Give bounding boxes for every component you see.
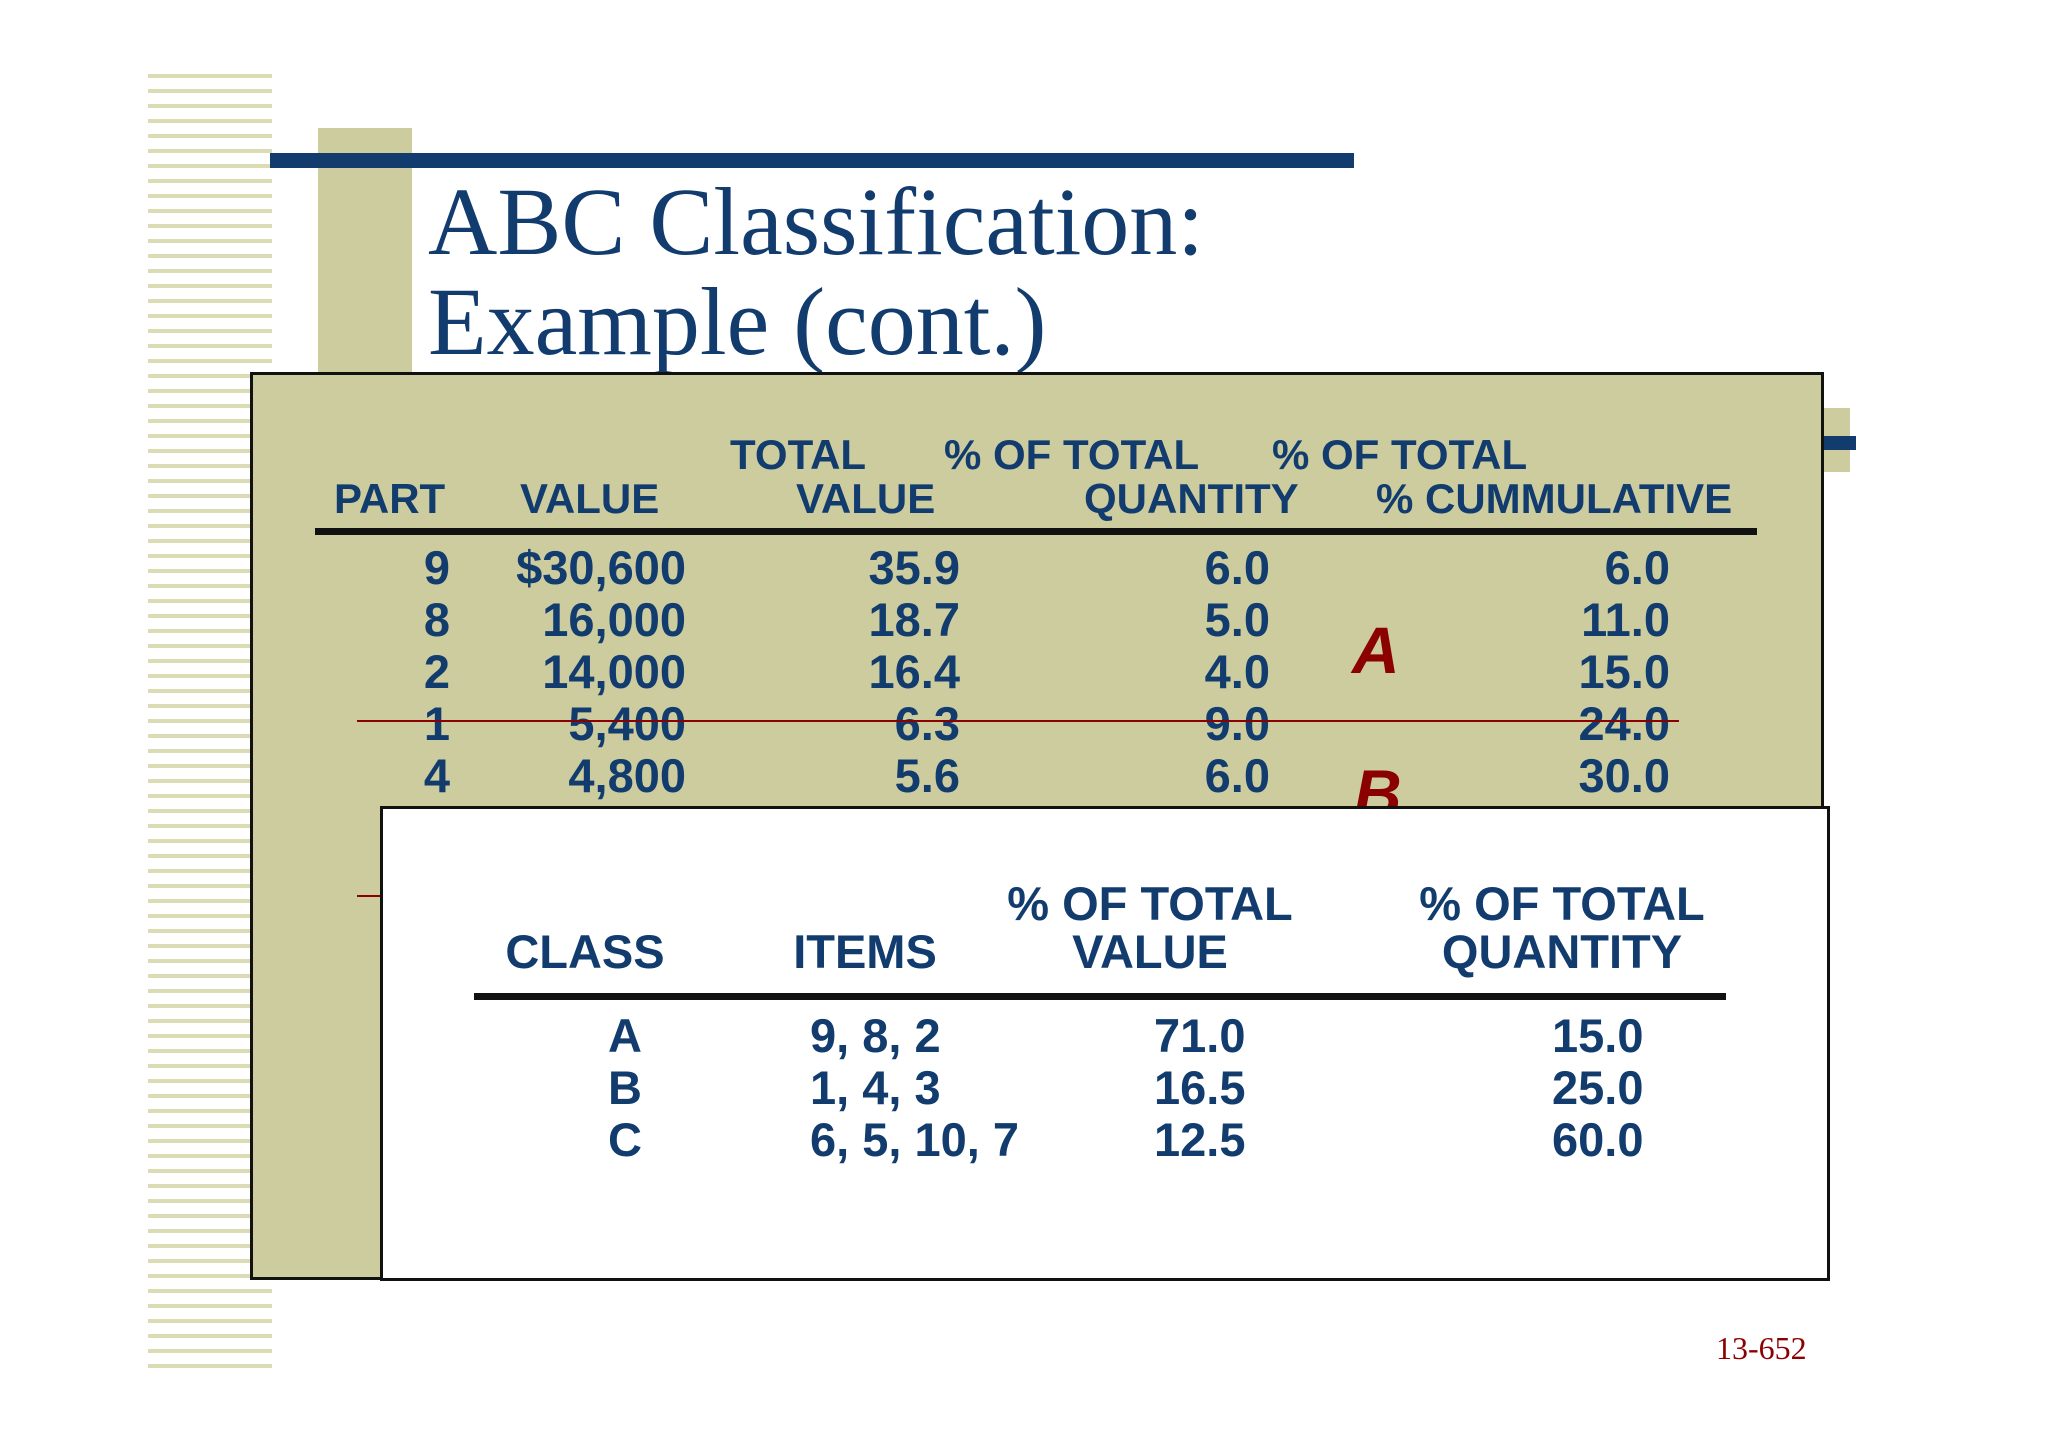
class-b-divider [357,895,397,897]
summary-row-items: 1, 4, 3 [810,1061,941,1114]
table-row-value: 14,000 [542,645,686,698]
header-total: TOTAL [730,431,867,478]
summary-row-items: 9, 8, 2 [810,1009,941,1062]
summary-row-pct-value: 12.5 [1154,1113,1246,1166]
summary-header-rule [474,993,1726,1000]
summary-row-pct-qty: 25.0 [1552,1061,1644,1114]
table-row-part: 1 [423,697,450,750]
table-row-pct-value: 6.3 [894,697,960,750]
title-rule [270,153,1354,168]
header-quantity: QUANTITY [1084,475,1299,522]
page-number: 13-652 [1716,1330,1807,1366]
table-row-cumulative: 15.0 [1578,645,1670,698]
table-row-pct-value: 5.6 [894,749,960,802]
table-row-value: 16,000 [542,593,686,646]
table-row-value: $30,600 [516,541,686,594]
table-row-part: 4 [423,749,450,802]
summary-row-pct-value: 16.5 [1154,1061,1246,1114]
summary-row-class: C [608,1113,642,1166]
table-row-pct-qty: 5.0 [1204,593,1270,646]
title-line-2: Example (cont.) [428,268,1047,375]
class-a-divider [357,720,1679,722]
title-accent-block [318,128,412,388]
header-part: PART [334,475,446,522]
table-row-cumulative: 6.0 [1604,541,1670,594]
summary-header-pct-value-1: % OF TOTAL [1007,877,1293,930]
class-a-label: A [1352,613,1400,687]
summary-header-pct-qty-2: QUANTITY [1441,925,1683,978]
title-line-1: ABC Classification: [428,168,1204,275]
table-row-pct-qty: 6.0 [1204,749,1270,802]
header-pct-value: % OF TOTAL [944,431,1200,478]
table-row-cumulative: 11.0 [1581,593,1670,646]
header-value: VALUE [520,475,660,522]
summary-header-pct-qty-1: % OF TOTAL [1419,877,1705,930]
table-row-part: 8 [423,593,450,646]
table-row-pct-value: 35.9 [868,541,960,594]
summary-row-pct-value: 71.0 [1154,1009,1246,1062]
header-total-value: VALUE [796,475,936,522]
summary-row-class: B [608,1061,642,1114]
table-row-pct-qty: 4.0 [1204,645,1270,698]
summary-row-items: 6, 5, 10, 7 [810,1113,1020,1166]
right-accent-rule [1820,436,1856,450]
summary-row-pct-qty: 15.0 [1552,1009,1644,1062]
table-row-pct-value: 18.7 [868,593,960,646]
table-row-cumulative: 24.0 [1578,697,1670,750]
summary-row-pct-qty: 60.0 [1552,1113,1644,1166]
table-row-value: 4,800 [568,749,686,802]
detail-header-rule [315,528,1757,535]
table-row-part: 9 [423,541,450,594]
summary-header-class: CLASS [505,925,665,978]
table-row-pct-qty: 9.0 [1204,697,1270,750]
table-row-value: 5,400 [568,697,686,750]
slide-title: ABC Classification: Example (cont.) [428,172,1204,372]
header-cumulative: % CUMMULATIVE [1376,475,1733,522]
table-row-cumulative: 30.0 [1578,749,1670,802]
table-row-part: 2 [423,645,450,698]
summary-header-items: ITEMS [793,925,937,978]
summary-row-class: A [608,1009,642,1062]
summary-header-pct-value-2: VALUE [1072,925,1228,978]
table-row-pct-qty: 6.0 [1204,541,1270,594]
summary-table-panel [380,806,1830,1281]
header-pct-qty: % OF TOTAL [1272,431,1528,478]
table-row-pct-value: 16.4 [868,645,960,698]
